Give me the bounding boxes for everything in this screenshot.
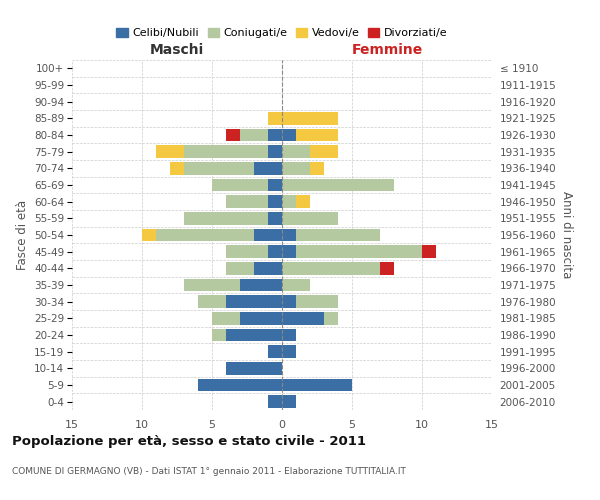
Bar [198,379,282,391]
Bar [184,212,268,224]
Bar [282,179,394,192]
Bar [268,179,282,192]
Bar [170,162,184,174]
Bar [282,379,352,391]
Bar [380,262,394,274]
Bar [268,112,282,124]
Bar [282,312,324,324]
Bar [296,296,338,308]
Bar [268,146,282,158]
Bar [282,262,380,274]
Legend: Celibi/Nubili, Coniugati/e, Vedovi/e, Divorziati/e: Celibi/Nubili, Coniugati/e, Vedovi/e, Di… [112,23,452,42]
Bar [282,229,296,241]
Bar [142,229,156,241]
Bar [282,346,296,358]
Bar [184,146,268,158]
Bar [296,246,422,258]
Bar [296,129,338,141]
Bar [282,146,310,158]
Bar [212,312,240,324]
Bar [282,162,310,174]
Bar [282,129,296,141]
Bar [156,146,184,158]
Bar [226,296,282,308]
Bar [254,162,282,174]
Bar [226,129,240,141]
Bar [282,329,296,341]
Bar [226,262,254,274]
Bar [268,396,282,408]
Bar [254,262,282,274]
Bar [156,229,254,241]
Bar [310,146,338,158]
Bar [198,296,226,308]
Bar [268,196,282,208]
Text: Femmine: Femmine [352,42,422,56]
Bar [254,229,282,241]
Bar [226,196,268,208]
Y-axis label: Fasce di età: Fasce di età [16,200,29,270]
Y-axis label: Anni di nascita: Anni di nascita [560,192,573,278]
Bar [282,396,296,408]
Bar [268,212,282,224]
Bar [240,279,282,291]
Bar [212,179,268,192]
Bar [296,229,380,241]
Text: COMUNE DI GERMAGNO (VB) - Dati ISTAT 1° gennaio 2011 - Elaborazione TUTTITALIA.I: COMUNE DI GERMAGNO (VB) - Dati ISTAT 1° … [12,468,406,476]
Bar [282,246,296,258]
Bar [212,329,226,341]
Bar [226,362,282,374]
Bar [184,162,254,174]
Bar [310,162,324,174]
Bar [184,279,240,291]
Bar [282,279,310,291]
Bar [282,296,296,308]
Bar [282,112,338,124]
Bar [296,196,310,208]
Text: Popolazione per età, sesso e stato civile - 2011: Popolazione per età, sesso e stato civil… [12,435,366,448]
Bar [268,246,282,258]
Bar [324,312,338,324]
Bar [240,312,282,324]
Bar [282,212,338,224]
Bar [240,129,268,141]
Bar [268,129,282,141]
Text: Maschi: Maschi [150,42,204,56]
Bar [268,346,282,358]
Bar [282,196,296,208]
Bar [422,246,436,258]
Bar [226,329,282,341]
Bar [226,246,268,258]
